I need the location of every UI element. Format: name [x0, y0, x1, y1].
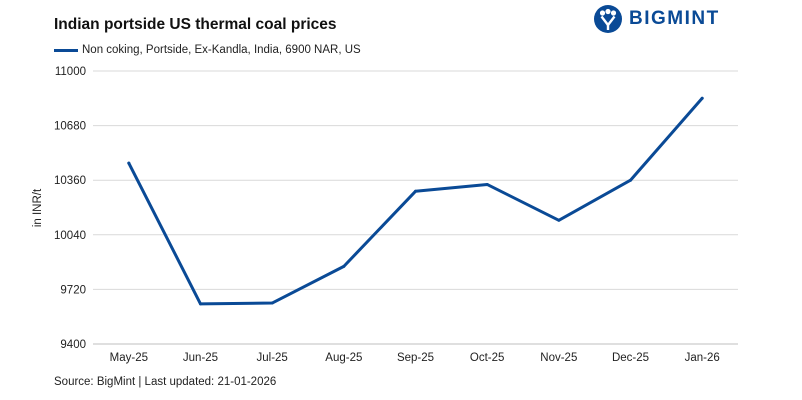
data-point [485, 182, 489, 186]
data-point [700, 96, 704, 100]
data-point [127, 161, 131, 165]
y-tick-label: 9400 [60, 339, 86, 351]
y-tick-label: 10040 [54, 230, 86, 242]
data-point [414, 189, 417, 193]
legend: Non coking, Portside, Ex-Kandla, India, … [54, 44, 361, 56]
y-axis: 9400 9720 10040 10360 10680 11000 [54, 66, 86, 351]
y-tick-label: 11000 [55, 66, 86, 78]
y-tick-label: 9720 [60, 284, 86, 296]
x-tick-label: Oct-25 [470, 352, 505, 364]
x-tick-label: Dec-25 [612, 352, 649, 364]
y-axis-label: in INR/t [32, 188, 44, 227]
legend-swatch [54, 48, 78, 52]
x-tick-label: Sep-25 [397, 352, 434, 364]
bigmint-logo-text: BIGMINT [629, 8, 720, 29]
x-tick-label: Jun-25 [183, 352, 218, 364]
data-point [629, 178, 632, 182]
chart-title: Indian portside US thermal coal prices [54, 16, 337, 33]
series-line [127, 96, 704, 306]
x-tick-label: Nov-25 [540, 352, 577, 364]
x-axis: May-25 Jun-25 Jul-25 Aug-25 Sep-25 Oct-25 Nov-… [110, 352, 720, 364]
legend-label: Non coking, Portside, Ex-Kandla, India, … [82, 44, 361, 56]
x-tick-label: Jan-26 [685, 352, 720, 364]
data-point [557, 218, 561, 222]
data-point [270, 301, 274, 305]
x-tick-label: Jul-25 [257, 352, 288, 364]
x-tick-label: May-25 [110, 352, 148, 364]
data-point [342, 264, 346, 268]
bigmint-logo-icon [594, 5, 622, 33]
series-layer [127, 96, 704, 306]
bigmint-logo: BIGMINT [593, 4, 720, 34]
y-tick-label: 10680 [54, 121, 86, 133]
source-note: Source: BigMint | Last updated: 21-01-20… [54, 376, 277, 388]
grid-layer [93, 70, 738, 345]
data-point [199, 302, 202, 306]
y-tick-label: 10360 [54, 175, 86, 187]
x-tick-label: Aug-25 [325, 352, 362, 364]
